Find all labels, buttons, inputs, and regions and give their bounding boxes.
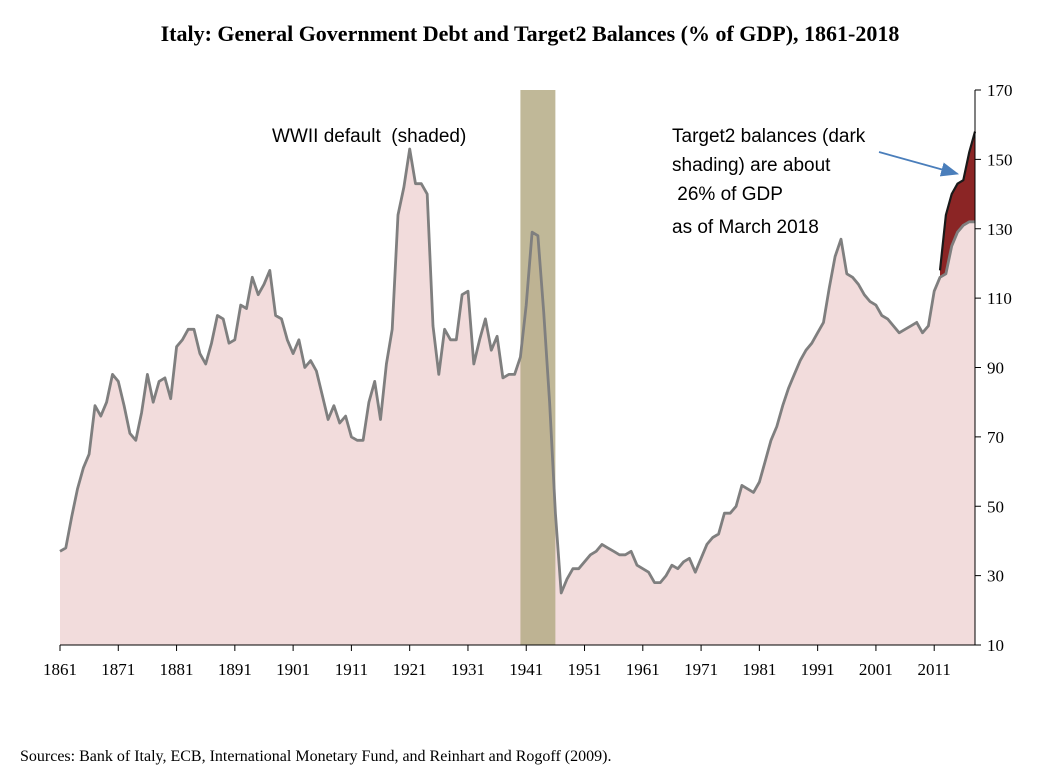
annotation-target2-line-4: as of March 2018 <box>672 217 819 238</box>
x-tick-label: 1921 <box>393 660 427 679</box>
y-tick-label: 70 <box>987 428 1004 447</box>
x-tick-label: 1931 <box>451 660 485 679</box>
x-tick-label: 1961 <box>626 660 660 679</box>
debt-area <box>60 149 975 645</box>
source-note: Sources: Bank of Italy, ECB, Internation… <box>20 748 611 765</box>
annotation-target2-line-2: shading) are about <box>672 155 831 176</box>
y-tick-label: 90 <box>987 359 1004 378</box>
x-tick-label: 1871 <box>101 660 135 679</box>
annotation-wwii-default: WWII default (shaded) <box>272 126 466 147</box>
y-tick-label: 30 <box>987 567 1004 586</box>
x-tick-label: 1881 <box>160 660 194 679</box>
plot-area <box>59 90 977 645</box>
x-tick-label: 1971 <box>684 660 718 679</box>
y-axis: 170 150 130 110 90 70 50 30 10 <box>974 81 1013 655</box>
x-tick-label: 1911 <box>335 660 368 679</box>
annotation-target2: Target2 balances (dark shading) are abou… <box>672 126 960 238</box>
y-tick-label: 10 <box>987 636 1004 655</box>
y-tick-label: 170 <box>987 81 1013 100</box>
wwii-shaded-period <box>520 90 556 645</box>
debt-line <box>59 147 975 595</box>
x-tick-label: 1891 <box>218 660 252 679</box>
x-tick-label: 1981 <box>742 660 776 679</box>
y-tick-label: 150 <box>987 150 1013 169</box>
x-tick-label: 1951 <box>568 660 602 679</box>
x-tick-label: 1991 <box>801 660 835 679</box>
target2-line <box>938 131 977 271</box>
x-tick-label: 2001 <box>859 660 893 679</box>
x-tick-label: 2011 <box>918 660 951 679</box>
x-tick-label: 1901 <box>276 660 310 679</box>
x-tick-label: 1941 <box>509 660 543 679</box>
y-tick-label: 130 <box>987 220 1013 239</box>
annotation-target2-arrow <box>878 151 960 177</box>
y-tick-label: 110 <box>987 289 1012 308</box>
annotation-target2-line-1: Target2 balances (dark <box>672 126 866 147</box>
y-tick-label: 50 <box>987 497 1004 516</box>
x-tick-label: 1861 <box>43 660 77 679</box>
annotation-target2-line-3: 26% of GDP <box>672 184 783 205</box>
chart-title: Italy: General Government Debt and Targe… <box>161 21 900 46</box>
x-axis: 1861 1871 1881 1891 1901 1911 1921 1931 1941 1951… <box>43 644 975 679</box>
